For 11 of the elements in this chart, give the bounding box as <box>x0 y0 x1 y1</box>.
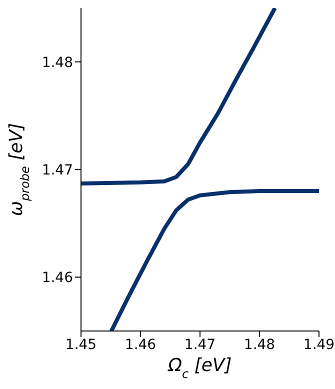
y-tick-label: 1.48 <box>42 54 73 71</box>
line-series <box>81 8 277 186</box>
x-axis-title: Ω$_{c}$ [eV] <box>167 355 232 381</box>
x-tick-label: 1.46 <box>124 336 156 353</box>
y-tick-label: 1.46 <box>42 270 74 286</box>
x-tick-label: 1.45 <box>65 336 97 353</box>
y-tick-label: 1.47 <box>42 162 73 178</box>
line-series <box>109 189 319 331</box>
x-tick-label: 1.47 <box>184 336 216 353</box>
x-tick-label: 1.48 <box>244 336 276 353</box>
x-tick-label: 1.49 <box>303 336 335 353</box>
